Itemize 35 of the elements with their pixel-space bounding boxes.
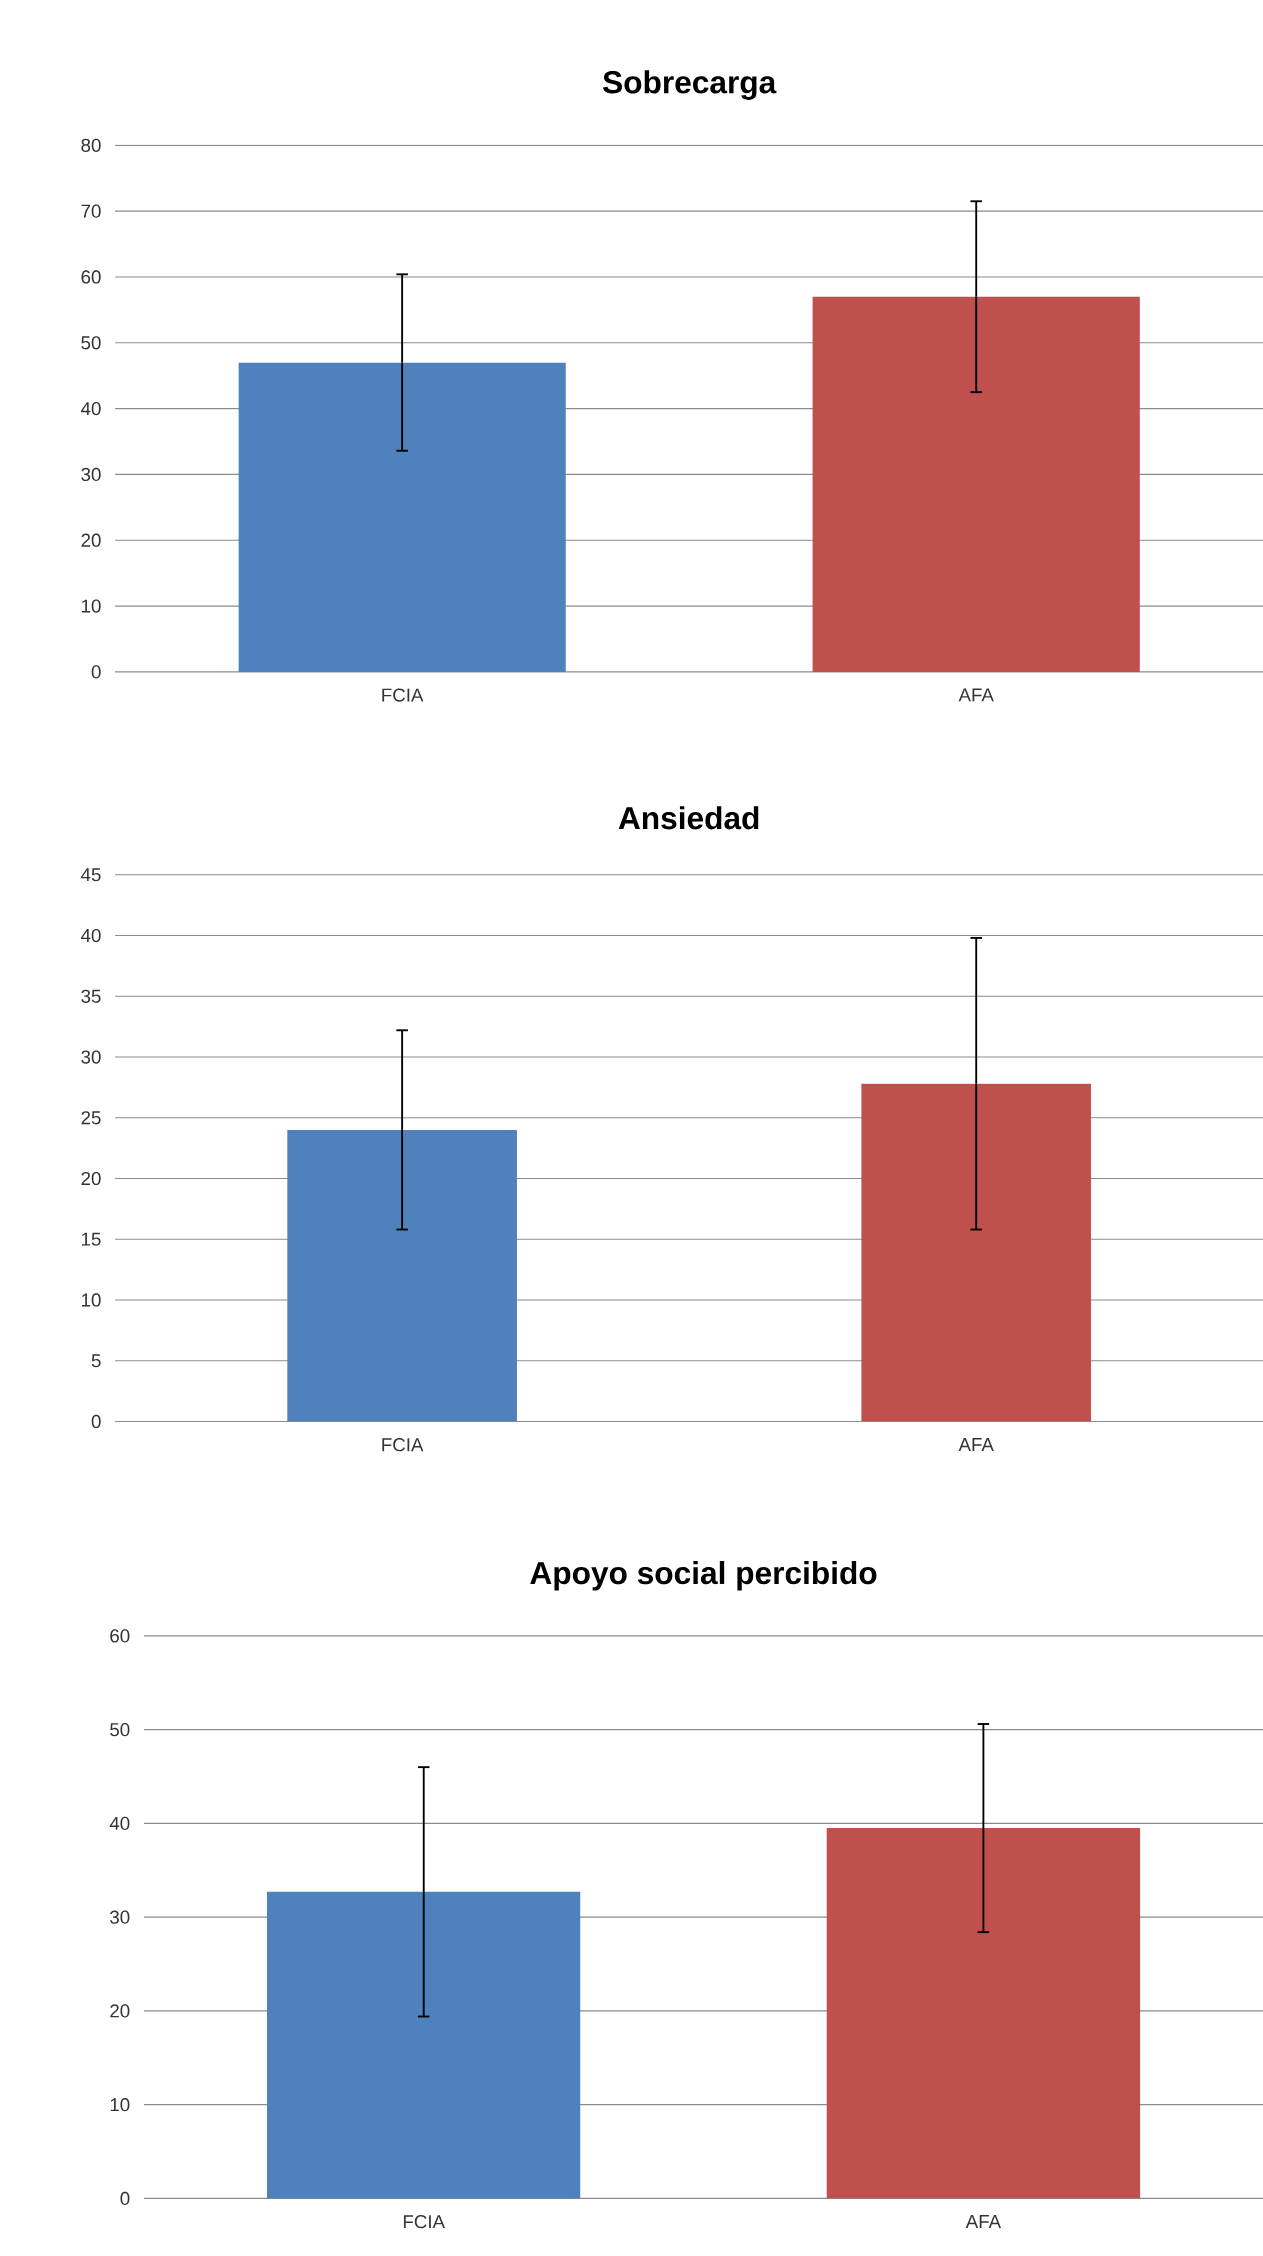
y-tick-label: 40 xyxy=(80,928,101,943)
y-tick-label: 40 xyxy=(80,401,101,416)
x-tick-label: AFA xyxy=(965,2215,1001,2228)
y-tick-label: 50 xyxy=(81,336,101,350)
y-tick-label: 45 xyxy=(80,868,101,882)
y-tick-label: 20 xyxy=(81,533,101,547)
y-tick-label: 0 xyxy=(91,1414,101,1429)
y-tick-label: 5 xyxy=(91,1354,101,1368)
y-tick-label: 30 xyxy=(109,1910,130,1924)
x-tick-label: FCIA xyxy=(403,2215,445,2229)
y-tick-label: 20 xyxy=(81,1171,101,1186)
y-tick-label: 30 xyxy=(81,1050,101,1064)
x-tick-label: AFA xyxy=(958,688,994,702)
y-tick-label: 60 xyxy=(110,1629,130,1643)
y-tick-label: 25 xyxy=(81,1111,101,1125)
x-tick-label: AFA xyxy=(958,1438,994,1451)
y-tick-label: 40 xyxy=(109,1816,130,1831)
x-tick-label: FCIA xyxy=(382,688,424,702)
y-tick-label: 80 xyxy=(81,138,101,152)
y-tick-label: 0 xyxy=(120,2191,130,2206)
y-tick-label: 10 xyxy=(81,599,101,613)
y-tick-label: 50 xyxy=(109,1723,130,1737)
y-tick-label: 30 xyxy=(81,467,101,482)
chart-title: Apoyo social percibido xyxy=(530,1561,877,1591)
y-tick-label: 35 xyxy=(81,989,101,1003)
y-tick-label: 20 xyxy=(110,2004,130,2018)
x-tick-label: FCIA xyxy=(382,1438,424,1452)
y-tick-label: 70 xyxy=(81,204,101,218)
chart-title: Sobrecarga xyxy=(602,70,777,100)
y-tick-label: 10 xyxy=(110,2098,130,2112)
y-tick-label: 0 xyxy=(91,665,101,679)
chart-title: Ansiedad xyxy=(618,806,759,830)
y-tick-label: 10 xyxy=(81,1293,101,1307)
y-tick-label: 15 xyxy=(81,1232,101,1246)
y-tick-label: 60 xyxy=(81,270,101,284)
